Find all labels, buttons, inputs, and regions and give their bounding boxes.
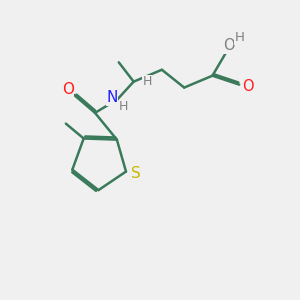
- Text: N: N: [106, 91, 118, 106]
- Text: H: H: [142, 75, 152, 88]
- Text: O: O: [242, 79, 253, 94]
- Text: O: O: [223, 38, 235, 53]
- Text: O: O: [62, 82, 74, 97]
- Text: H: H: [119, 100, 128, 113]
- Text: H: H: [235, 32, 245, 44]
- Text: S: S: [130, 166, 140, 181]
